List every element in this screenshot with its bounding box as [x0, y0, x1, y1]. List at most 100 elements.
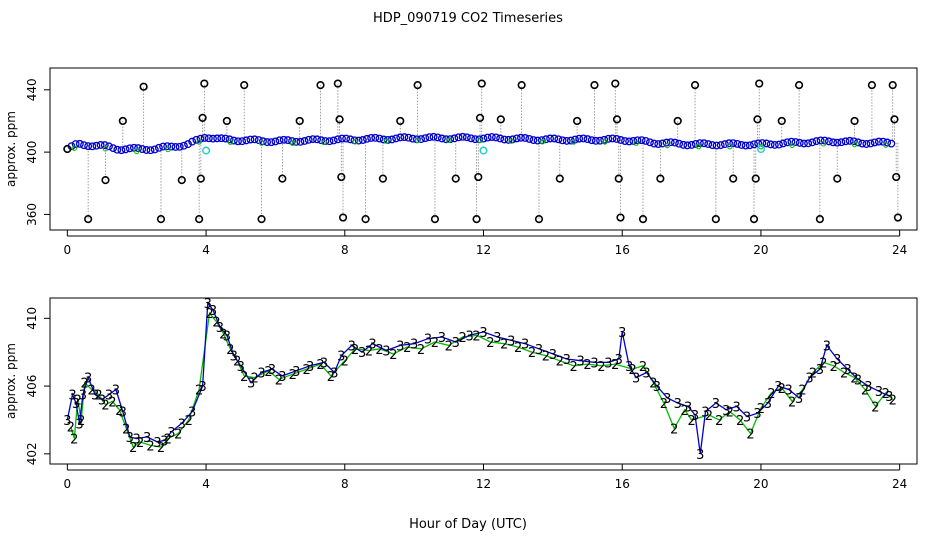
green-point — [383, 138, 390, 144]
green-point — [446, 137, 452, 144]
series-marker-2: 2 — [365, 345, 373, 360]
baseline-point — [845, 136, 854, 145]
baseline-point — [562, 136, 571, 145]
baseline-point — [641, 136, 650, 145]
series-marker-2: 2 — [850, 372, 858, 387]
baseline-point — [288, 137, 297, 146]
series-marker-3: 3 — [91, 389, 99, 404]
baseline-point — [454, 133, 463, 142]
spike-point — [222, 116, 231, 126]
series-marker-3: 3 — [337, 350, 345, 365]
baseline-point — [375, 134, 384, 143]
baseline-point — [125, 144, 134, 153]
series-marker-2: 2 — [500, 338, 508, 353]
baseline-point — [387, 135, 396, 144]
baseline-point — [812, 137, 821, 146]
series-line-3 — [66, 301, 890, 454]
series-marker-2: 2 — [861, 383, 869, 398]
series-marker-3: 3 — [268, 363, 276, 378]
series-marker-3: 3 — [216, 321, 224, 336]
series-marker-2: 2 — [611, 358, 619, 373]
baseline-point — [138, 145, 147, 154]
series-line-2 — [70, 311, 894, 449]
baseline-point — [716, 141, 725, 150]
series-marker-3: 3 — [785, 383, 793, 398]
series-marker-2: 2 — [250, 372, 258, 387]
series-marker-3: 3 — [615, 353, 623, 368]
baseline-point — [517, 133, 525, 142]
y-tick-label: 360 — [25, 203, 39, 226]
baseline-point — [496, 134, 505, 143]
spike-point — [316, 81, 325, 90]
series-marker-3: 3 — [674, 397, 682, 412]
series-marker-2: 2 — [195, 383, 203, 398]
baseline-point — [779, 139, 788, 148]
series-marker-3: 3 — [549, 348, 557, 363]
green-point — [290, 140, 296, 146]
baseline-point — [799, 139, 808, 148]
series-marker-3: 3 — [368, 338, 376, 353]
baseline-point — [154, 143, 163, 152]
baseline-point — [487, 133, 496, 142]
series-marker-3: 3 — [722, 404, 730, 419]
spike-point — [195, 214, 204, 224]
baseline-point — [100, 141, 109, 150]
series-marker-2: 2 — [649, 377, 657, 392]
series-marker-2: 2 — [146, 439, 154, 454]
baseline-point — [554, 135, 563, 144]
series-marker-2: 2 — [327, 370, 335, 385]
baseline-point — [417, 135, 426, 144]
plot-frame — [49, 67, 918, 231]
spike-point — [794, 81, 804, 90]
series-marker-2: 2 — [212, 316, 220, 331]
series-marker-2: 2 — [556, 355, 564, 370]
series-marker-3: 3 — [223, 329, 231, 344]
spike-point — [451, 174, 460, 183]
series-marker-3: 3 — [348, 339, 356, 354]
baseline-point — [196, 134, 205, 143]
baseline-point — [829, 138, 838, 147]
series-marker-2: 2 — [136, 436, 144, 451]
series-marker-3: 3 — [105, 389, 113, 404]
series-marker-3: 3 — [753, 407, 761, 422]
spike-point — [777, 116, 786, 126]
baseline-point — [142, 146, 151, 154]
spike-point — [257, 214, 266, 224]
baseline-point — [571, 135, 580, 144]
baseline-point — [271, 137, 280, 146]
baseline-point — [512, 134, 521, 143]
series-marker-3: 3 — [84, 372, 92, 387]
baseline-point — [308, 135, 317, 144]
green-point — [71, 145, 77, 151]
baseline-point — [504, 135, 513, 144]
baseline-point — [679, 140, 688, 149]
green-point — [196, 139, 202, 145]
series-marker-2: 2 — [445, 339, 453, 354]
series-marker-3: 3 — [696, 448, 704, 463]
baseline-point — [117, 146, 126, 155]
series-marker-2: 2 — [129, 441, 137, 456]
series-marker-3: 3 — [306, 360, 314, 375]
baseline-point — [737, 141, 746, 149]
series-marker-3: 3 — [452, 336, 460, 351]
baseline-point — [75, 139, 84, 148]
spike-point — [84, 214, 93, 224]
x-tick-label: 24 — [892, 477, 907, 491]
series-marker-2: 2 — [715, 414, 723, 429]
baseline-point — [729, 139, 738, 148]
baseline-point — [662, 138, 671, 147]
baseline-point — [329, 136, 338, 145]
series-marker-2: 2 — [122, 422, 130, 437]
baseline-point — [525, 134, 534, 143]
x-tick-label: 0 — [64, 243, 72, 257]
series-marker-3: 3 — [72, 397, 80, 412]
spike-point — [156, 214, 166, 224]
spike-point — [850, 116, 859, 126]
series-marker-3: 3 — [684, 400, 692, 415]
baseline-point — [708, 141, 717, 150]
green-point — [820, 141, 827, 147]
x-tick-label: 8 — [341, 477, 349, 491]
baseline-point — [583, 135, 592, 144]
green-point — [477, 137, 483, 144]
